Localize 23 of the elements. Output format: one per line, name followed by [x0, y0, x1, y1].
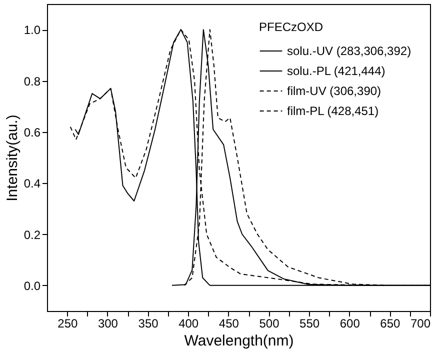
y-tick-label: 0.4 [24, 176, 41, 191]
x-axis-title: Wavelength(nm) [184, 332, 294, 350]
x-tick-label: 600 [340, 316, 360, 330]
x-tick-label: 350 [138, 316, 159, 330]
x-tick-label: 500 [259, 316, 280, 330]
x-tick-label: 450 [218, 316, 240, 330]
x-tick-label: 550 [300, 316, 320, 330]
x-tick-label: 300 [98, 316, 118, 330]
legend-label: film-UV (306,390) [287, 84, 382, 98]
x-tick-label: 250 [58, 316, 78, 330]
legend-label: solu.-UV (283,306,392) [287, 44, 412, 58]
y-tick-label: 0.0 [24, 278, 41, 293]
legend-title: PFECzOXD [259, 20, 324, 34]
y-axis-title: Intensity(au.) [4, 114, 21, 202]
y-tick-label: 1.0 [24, 23, 41, 38]
x-tick-label: 400 [178, 316, 199, 330]
y-tick-label: 0.6 [24, 125, 41, 140]
legend-label: solu.-PL (421,444) [287, 64, 386, 78]
y-tick-label: 0.8 [24, 74, 41, 88]
x-tick-label: 650 [380, 316, 401, 330]
legend-label: film-PL (428,451) [287, 104, 379, 118]
x-tick-label: 700 [410, 316, 431, 330]
y-tick-label: 0.2 [24, 228, 41, 242]
